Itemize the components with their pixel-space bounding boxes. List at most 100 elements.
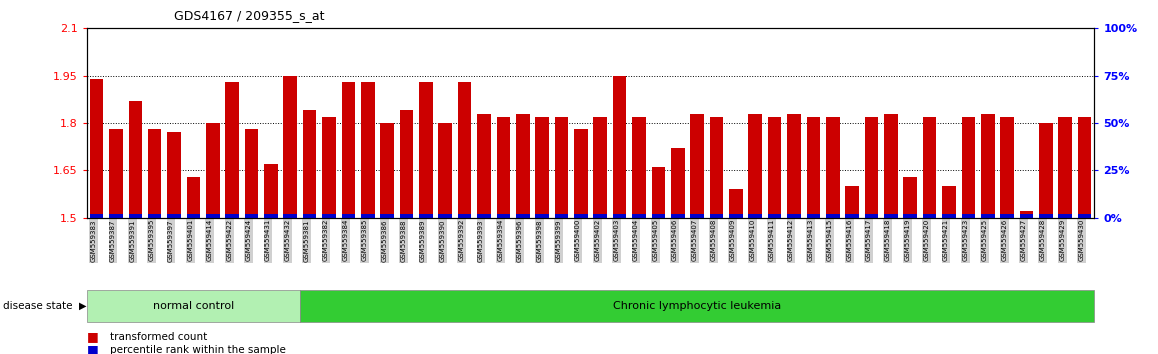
Bar (826, 214, 840, 218)
Bar (903, 214, 917, 218)
Bar (981, 214, 995, 218)
Bar (1001, 117, 1014, 218)
Bar (574, 129, 587, 218)
Text: GDS4167 / 209355_s_at: GDS4167 / 209355_s_at (174, 9, 324, 22)
Bar (730, 214, 742, 218)
Bar (748, 114, 762, 218)
Bar (613, 214, 626, 218)
Bar (555, 117, 569, 218)
Bar (1020, 211, 1033, 218)
Bar (748, 214, 762, 218)
Text: ■: ■ (87, 343, 98, 354)
Bar (206, 214, 220, 218)
Bar (264, 214, 278, 218)
Bar (652, 167, 665, 218)
Bar (439, 214, 452, 218)
Bar (90, 214, 103, 218)
Bar (710, 117, 724, 218)
Bar (457, 214, 471, 218)
FancyBboxPatch shape (300, 290, 1094, 322)
Bar (923, 214, 937, 218)
Bar (768, 214, 782, 218)
Bar (690, 214, 704, 218)
Text: percentile rank within the sample: percentile rank within the sample (110, 345, 286, 354)
Bar (244, 129, 258, 218)
Bar (574, 214, 587, 218)
Bar (943, 186, 955, 218)
Bar (148, 214, 161, 218)
Text: transformed count: transformed count (110, 332, 207, 342)
Text: normal control: normal control (153, 301, 234, 311)
Bar (226, 214, 239, 218)
Bar (1058, 117, 1072, 218)
Bar (730, 189, 742, 218)
Bar (535, 117, 549, 218)
Bar (400, 214, 413, 218)
Bar (1039, 123, 1053, 218)
Bar (594, 214, 607, 218)
Bar (981, 114, 995, 218)
Bar (477, 114, 491, 218)
Bar (361, 82, 374, 218)
Bar (186, 177, 200, 218)
Bar (845, 214, 859, 218)
Bar (1001, 214, 1014, 218)
Bar (632, 117, 646, 218)
Bar (845, 186, 859, 218)
Bar (1058, 214, 1072, 218)
Bar (670, 214, 684, 218)
Bar (903, 177, 917, 218)
Bar (535, 214, 549, 218)
Bar (284, 214, 298, 218)
Bar (497, 117, 511, 218)
Bar (457, 82, 471, 218)
Bar (807, 214, 820, 218)
Bar (244, 214, 258, 218)
Bar (943, 214, 955, 218)
Bar (148, 129, 161, 218)
Text: ▶: ▶ (79, 301, 86, 311)
Bar (167, 214, 181, 218)
FancyBboxPatch shape (87, 290, 300, 322)
Bar (555, 214, 569, 218)
Bar (439, 123, 452, 218)
Bar (303, 214, 316, 218)
Bar (1078, 117, 1091, 218)
Bar (303, 110, 316, 218)
Bar (923, 117, 937, 218)
Bar (129, 101, 142, 218)
Bar (613, 76, 626, 218)
Text: Chronic lymphocytic leukemia: Chronic lymphocytic leukemia (613, 301, 782, 311)
Text: ■: ■ (87, 331, 98, 343)
Bar (884, 214, 897, 218)
Bar (419, 82, 433, 218)
Bar (884, 114, 897, 218)
Bar (652, 214, 665, 218)
Bar (361, 214, 374, 218)
Bar (400, 110, 413, 218)
Bar (516, 114, 529, 218)
Bar (129, 214, 142, 218)
Bar (961, 214, 975, 218)
Bar (865, 117, 878, 218)
Bar (109, 129, 123, 218)
Bar (1078, 214, 1091, 218)
Bar (322, 117, 336, 218)
Bar (690, 114, 704, 218)
Bar (322, 214, 336, 218)
Bar (167, 132, 181, 218)
Bar (284, 76, 298, 218)
Bar (477, 214, 491, 218)
Bar (826, 117, 840, 218)
Bar (865, 214, 878, 218)
Bar (186, 214, 200, 218)
Bar (206, 123, 220, 218)
Text: disease state: disease state (3, 301, 73, 311)
Bar (768, 117, 782, 218)
Bar (807, 117, 820, 218)
Bar (670, 148, 684, 218)
Bar (1039, 214, 1053, 218)
Bar (380, 123, 394, 218)
Bar (342, 82, 356, 218)
Bar (497, 214, 511, 218)
